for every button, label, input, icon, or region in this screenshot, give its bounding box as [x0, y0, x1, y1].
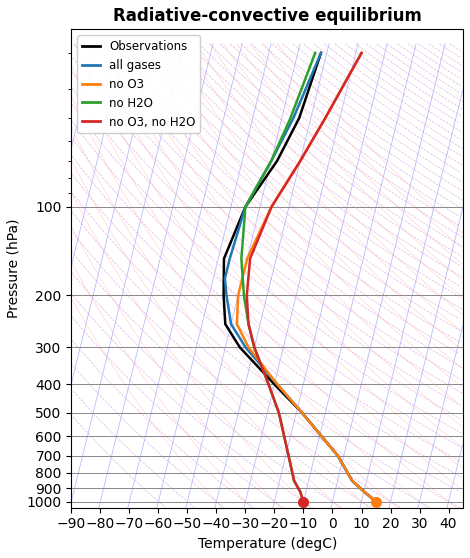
- X-axis label: Temperature (degC): Temperature (degC): [197, 537, 337, 551]
- Legend: Observations, all gases, no O3, no H2O, no O3, no H2O: Observations, all gases, no O3, no H2O, …: [77, 35, 200, 133]
- Y-axis label: Pressure (hPa): Pressure (hPa): [7, 219, 21, 318]
- Title: Radiative-convective equilibrium: Radiative-convective equilibrium: [113, 7, 422, 25]
